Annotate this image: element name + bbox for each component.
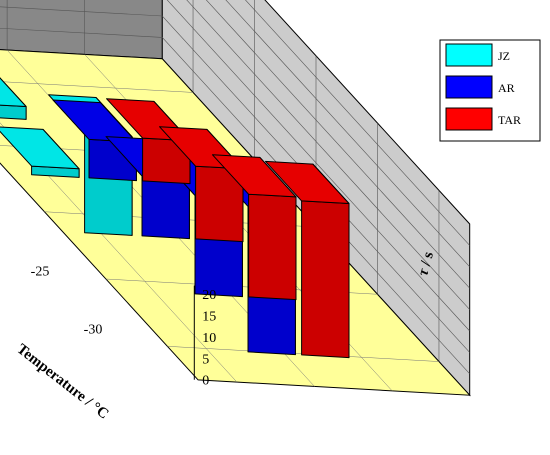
floor-grid-line <box>0 81 194 93</box>
bars-group <box>0 77 350 359</box>
bar-face-top <box>265 160 350 204</box>
legend-swatch-ar <box>445 75 493 99</box>
bar-face-top <box>0 126 80 170</box>
z-tick-label: 15 <box>202 310 216 325</box>
bar-face-top <box>212 154 297 198</box>
grid-lines <box>0 0 470 375</box>
bar-face-side <box>248 193 297 301</box>
bar-face-side <box>0 104 27 120</box>
grid-line-z <box>186 0 470 310</box>
bar-tar--25 <box>212 154 297 301</box>
grid-line-z <box>205 0 470 289</box>
bar-face-side <box>301 200 350 359</box>
legend-label-jz: JZ <box>498 49 510 63</box>
legend-swatch-tar <box>445 107 493 131</box>
temperature-tick-label: -25 <box>31 264 50 279</box>
temperature-axis-title: Temperature / °C <box>13 341 111 422</box>
z-tick-label: 20 <box>202 288 216 303</box>
grid-line-z <box>0 27 470 375</box>
bar-face-top <box>0 77 27 107</box>
legend-label-tar: TAR <box>498 113 521 127</box>
bar-face-top <box>52 99 137 143</box>
temperature-tick-label: -30 <box>84 322 103 337</box>
temperature-axis-ticks: -30-25-20-15-10 <box>31 264 103 337</box>
grid-line-z <box>225 0 470 268</box>
grid-line-z <box>0 6 470 353</box>
z-axis-title: τ / s <box>415 250 437 278</box>
legend: JZ AR TAR <box>439 39 541 142</box>
z-tick-label: 0 <box>202 374 209 389</box>
legend-label-ar: AR <box>498 81 515 95</box>
z-axis-ticks: 0 5 10 15 20 <box>193 285 216 389</box>
bar-face-side <box>141 175 190 240</box>
grid-line-z <box>245 0 470 246</box>
bar-jz--10 <box>0 77 27 120</box>
grid-line-z <box>166 0 470 332</box>
legend-swatch-jz <box>445 43 493 67</box>
bar-tar--15 <box>106 98 191 185</box>
bar-tar--30 <box>265 160 350 359</box>
bar-jz--15 <box>0 126 80 178</box>
z-axis-title-unit: / s <box>417 250 437 271</box>
z-tick-label: 10 <box>202 331 216 346</box>
z-tick-label: 5 <box>202 352 209 367</box>
z-axis-title-symbol: τ <box>415 266 433 278</box>
